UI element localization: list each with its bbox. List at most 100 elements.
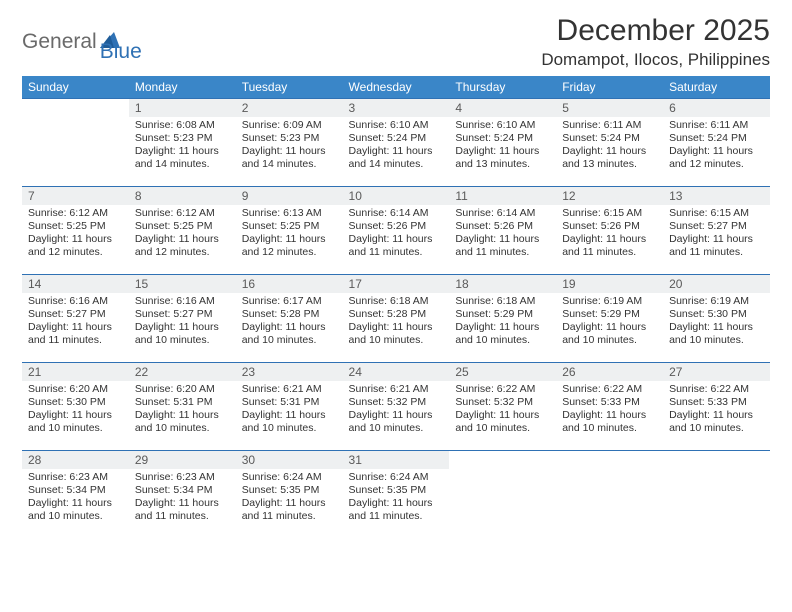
day-cell: 20Sunrise: 6:19 AM Sunset: 5:30 PM Dayli… bbox=[663, 275, 770, 363]
day-text: Sunrise: 6:22 AM Sunset: 5:33 PM Dayligh… bbox=[556, 381, 663, 440]
day-number: 20 bbox=[663, 275, 770, 293]
day-text: Sunrise: 6:09 AM Sunset: 5:23 PM Dayligh… bbox=[236, 117, 343, 176]
day-text: Sunrise: 6:16 AM Sunset: 5:27 PM Dayligh… bbox=[22, 293, 129, 352]
day-text: Sunrise: 6:19 AM Sunset: 5:29 PM Dayligh… bbox=[556, 293, 663, 352]
day-cell bbox=[449, 451, 556, 539]
day-number: 28 bbox=[22, 451, 129, 469]
calendar-table: Sunday Monday Tuesday Wednesday Thursday… bbox=[22, 76, 770, 539]
day-cell: 16Sunrise: 6:17 AM Sunset: 5:28 PM Dayli… bbox=[236, 275, 343, 363]
dow-row: Sunday Monday Tuesday Wednesday Thursday… bbox=[22, 76, 770, 99]
day-number: 30 bbox=[236, 451, 343, 469]
day-cell: 15Sunrise: 6:16 AM Sunset: 5:27 PM Dayli… bbox=[129, 275, 236, 363]
day-text: Sunrise: 6:12 AM Sunset: 5:25 PM Dayligh… bbox=[129, 205, 236, 264]
day-number: 9 bbox=[236, 187, 343, 205]
day-cell: 7Sunrise: 6:12 AM Sunset: 5:25 PM Daylig… bbox=[22, 187, 129, 275]
day-number: 18 bbox=[449, 275, 556, 293]
day-text: Sunrise: 6:22 AM Sunset: 5:33 PM Dayligh… bbox=[663, 381, 770, 440]
week-row: 28Sunrise: 6:23 AM Sunset: 5:34 PM Dayli… bbox=[22, 451, 770, 539]
logo-text-blue: Blue bbox=[100, 40, 142, 64]
dow-sunday: Sunday bbox=[22, 76, 129, 99]
day-text: Sunrise: 6:08 AM Sunset: 5:23 PM Dayligh… bbox=[129, 117, 236, 176]
day-number: 23 bbox=[236, 363, 343, 381]
day-number: 24 bbox=[343, 363, 450, 381]
day-text: Sunrise: 6:24 AM Sunset: 5:35 PM Dayligh… bbox=[343, 469, 450, 528]
day-text: Sunrise: 6:14 AM Sunset: 5:26 PM Dayligh… bbox=[343, 205, 450, 264]
day-cell: 11Sunrise: 6:14 AM Sunset: 5:26 PM Dayli… bbox=[449, 187, 556, 275]
day-number: 11 bbox=[449, 187, 556, 205]
day-number: 22 bbox=[129, 363, 236, 381]
day-cell: 27Sunrise: 6:22 AM Sunset: 5:33 PM Dayli… bbox=[663, 363, 770, 451]
day-number: 21 bbox=[22, 363, 129, 381]
day-number: 19 bbox=[556, 275, 663, 293]
dow-wednesday: Wednesday bbox=[343, 76, 450, 99]
day-text: Sunrise: 6:19 AM Sunset: 5:30 PM Dayligh… bbox=[663, 293, 770, 352]
dow-saturday: Saturday bbox=[663, 76, 770, 99]
day-number: 5 bbox=[556, 99, 663, 117]
week-row: 21Sunrise: 6:20 AM Sunset: 5:30 PM Dayli… bbox=[22, 363, 770, 451]
day-cell: 17Sunrise: 6:18 AM Sunset: 5:28 PM Dayli… bbox=[343, 275, 450, 363]
dow-monday: Monday bbox=[129, 76, 236, 99]
day-cell: 13Sunrise: 6:15 AM Sunset: 5:27 PM Dayli… bbox=[663, 187, 770, 275]
day-number: 29 bbox=[129, 451, 236, 469]
day-text: Sunrise: 6:23 AM Sunset: 5:34 PM Dayligh… bbox=[22, 469, 129, 528]
day-text: Sunrise: 6:11 AM Sunset: 5:24 PM Dayligh… bbox=[556, 117, 663, 176]
day-cell: 28Sunrise: 6:23 AM Sunset: 5:34 PM Dayli… bbox=[22, 451, 129, 539]
day-number: 2 bbox=[236, 99, 343, 117]
day-text: Sunrise: 6:17 AM Sunset: 5:28 PM Dayligh… bbox=[236, 293, 343, 352]
header: General Blue December 2025 Domampot, Ilo… bbox=[22, 14, 770, 70]
day-cell: 9Sunrise: 6:13 AM Sunset: 5:25 PM Daylig… bbox=[236, 187, 343, 275]
day-text: Sunrise: 6:11 AM Sunset: 5:24 PM Dayligh… bbox=[663, 117, 770, 176]
day-number: 13 bbox=[663, 187, 770, 205]
day-number: 1 bbox=[129, 99, 236, 117]
day-cell: 31Sunrise: 6:24 AM Sunset: 5:35 PM Dayli… bbox=[343, 451, 450, 539]
day-text: Sunrise: 6:14 AM Sunset: 5:26 PM Dayligh… bbox=[449, 205, 556, 264]
day-number: 3 bbox=[343, 99, 450, 117]
day-cell: 18Sunrise: 6:18 AM Sunset: 5:29 PM Dayli… bbox=[449, 275, 556, 363]
day-cell: 12Sunrise: 6:15 AM Sunset: 5:26 PM Dayli… bbox=[556, 187, 663, 275]
day-number: 14 bbox=[22, 275, 129, 293]
day-text: Sunrise: 6:10 AM Sunset: 5:24 PM Dayligh… bbox=[343, 117, 450, 176]
day-number: 10 bbox=[343, 187, 450, 205]
day-cell: 29Sunrise: 6:23 AM Sunset: 5:34 PM Dayli… bbox=[129, 451, 236, 539]
day-text: Sunrise: 6:18 AM Sunset: 5:28 PM Dayligh… bbox=[343, 293, 450, 352]
day-text: Sunrise: 6:18 AM Sunset: 5:29 PM Dayligh… bbox=[449, 293, 556, 352]
logo-text-general: General bbox=[22, 30, 97, 54]
day-cell: 3Sunrise: 6:10 AM Sunset: 5:24 PM Daylig… bbox=[343, 99, 450, 187]
day-text: Sunrise: 6:20 AM Sunset: 5:30 PM Dayligh… bbox=[22, 381, 129, 440]
day-number: 8 bbox=[129, 187, 236, 205]
day-cell: 6Sunrise: 6:11 AM Sunset: 5:24 PM Daylig… bbox=[663, 99, 770, 187]
day-cell bbox=[663, 451, 770, 539]
day-number: 17 bbox=[343, 275, 450, 293]
day-text: Sunrise: 6:21 AM Sunset: 5:31 PM Dayligh… bbox=[236, 381, 343, 440]
day-cell: 22Sunrise: 6:20 AM Sunset: 5:31 PM Dayli… bbox=[129, 363, 236, 451]
day-number: 25 bbox=[449, 363, 556, 381]
day-text: Sunrise: 6:22 AM Sunset: 5:32 PM Dayligh… bbox=[449, 381, 556, 440]
day-cell: 2Sunrise: 6:09 AM Sunset: 5:23 PM Daylig… bbox=[236, 99, 343, 187]
day-text: Sunrise: 6:15 AM Sunset: 5:26 PM Dayligh… bbox=[556, 205, 663, 264]
week-row: 7Sunrise: 6:12 AM Sunset: 5:25 PM Daylig… bbox=[22, 187, 770, 275]
month-title: December 2025 bbox=[541, 14, 770, 48]
day-number: 26 bbox=[556, 363, 663, 381]
week-row: 1Sunrise: 6:08 AM Sunset: 5:23 PM Daylig… bbox=[22, 99, 770, 187]
day-cell: 19Sunrise: 6:19 AM Sunset: 5:29 PM Dayli… bbox=[556, 275, 663, 363]
day-text: Sunrise: 6:15 AM Sunset: 5:27 PM Dayligh… bbox=[663, 205, 770, 264]
day-text: Sunrise: 6:16 AM Sunset: 5:27 PM Dayligh… bbox=[129, 293, 236, 352]
day-cell: 14Sunrise: 6:16 AM Sunset: 5:27 PM Dayli… bbox=[22, 275, 129, 363]
day-cell: 10Sunrise: 6:14 AM Sunset: 5:26 PM Dayli… bbox=[343, 187, 450, 275]
day-cell: 24Sunrise: 6:21 AM Sunset: 5:32 PM Dayli… bbox=[343, 363, 450, 451]
day-text: Sunrise: 6:20 AM Sunset: 5:31 PM Dayligh… bbox=[129, 381, 236, 440]
day-text: Sunrise: 6:13 AM Sunset: 5:25 PM Dayligh… bbox=[236, 205, 343, 264]
day-number: 27 bbox=[663, 363, 770, 381]
title-block: December 2025 Domampot, Ilocos, Philippi… bbox=[541, 14, 770, 70]
day-cell bbox=[22, 99, 129, 187]
day-number: 4 bbox=[449, 99, 556, 117]
day-cell: 26Sunrise: 6:22 AM Sunset: 5:33 PM Dayli… bbox=[556, 363, 663, 451]
logo: General Blue bbox=[22, 14, 142, 64]
day-number: 6 bbox=[663, 99, 770, 117]
day-text: Sunrise: 6:23 AM Sunset: 5:34 PM Dayligh… bbox=[129, 469, 236, 528]
day-number: 12 bbox=[556, 187, 663, 205]
day-number: 16 bbox=[236, 275, 343, 293]
day-cell: 1Sunrise: 6:08 AM Sunset: 5:23 PM Daylig… bbox=[129, 99, 236, 187]
location: Domampot, Ilocos, Philippines bbox=[541, 50, 770, 70]
day-cell: 25Sunrise: 6:22 AM Sunset: 5:32 PM Dayli… bbox=[449, 363, 556, 451]
